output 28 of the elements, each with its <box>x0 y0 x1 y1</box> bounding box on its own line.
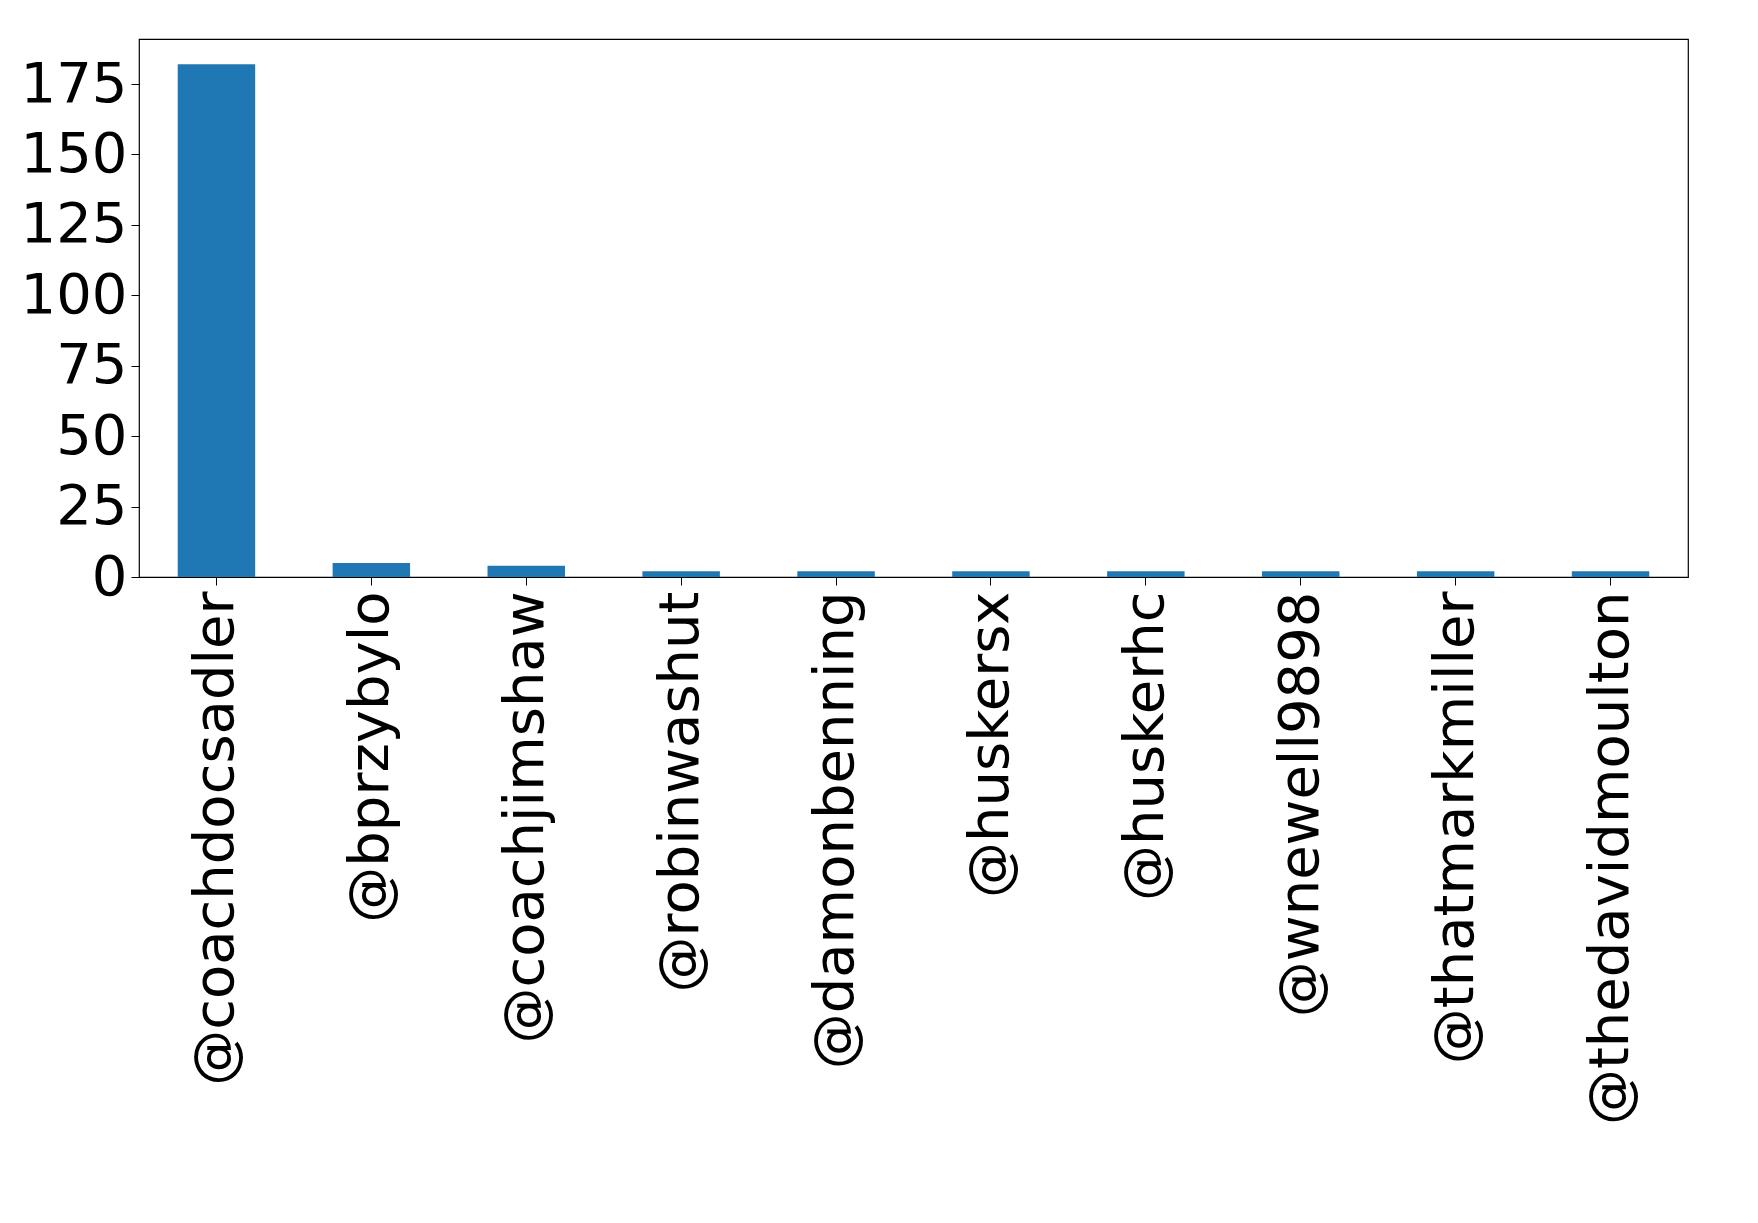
x-tick-label: @thedavidmoulton <box>1575 591 1641 1126</box>
y-tick-label: 75 <box>56 331 128 397</box>
x-tick-label: @robinwashut <box>646 591 712 993</box>
x-tick-label: @wnewell9898 <box>1265 591 1331 1018</box>
x-tick-label: @coachdocsadler <box>181 590 247 1086</box>
x-tick-label: @huskersx <box>955 591 1021 898</box>
y-tick-label: 50 <box>56 401 128 467</box>
y-tick-label: 25 <box>56 472 128 538</box>
bar <box>1416 571 1495 577</box>
bar <box>1571 571 1650 577</box>
x-tick-label: @bprzybylo <box>336 591 402 923</box>
y-tick-label: 0 <box>91 542 128 608</box>
x-tick-label: @damonbenning <box>801 591 867 1070</box>
x-tick-label: @thatmarkmiller <box>1420 590 1486 1065</box>
y-tick-label: 100 <box>20 260 128 326</box>
bar <box>1262 571 1340 577</box>
bar <box>1107 571 1185 577</box>
y-tick-label: 125 <box>20 190 128 256</box>
y-tick-label: 175 <box>20 49 128 115</box>
bar <box>952 571 1030 577</box>
bar <box>642 571 720 577</box>
y-tick-label: 150 <box>20 119 128 185</box>
x-tick-label: @coachjimshaw <box>491 591 557 1044</box>
bar <box>797 571 875 577</box>
bar <box>177 64 256 577</box>
bar <box>332 562 411 577</box>
bar <box>487 565 565 577</box>
x-tick-label: @huskerhc <box>1110 591 1176 901</box>
